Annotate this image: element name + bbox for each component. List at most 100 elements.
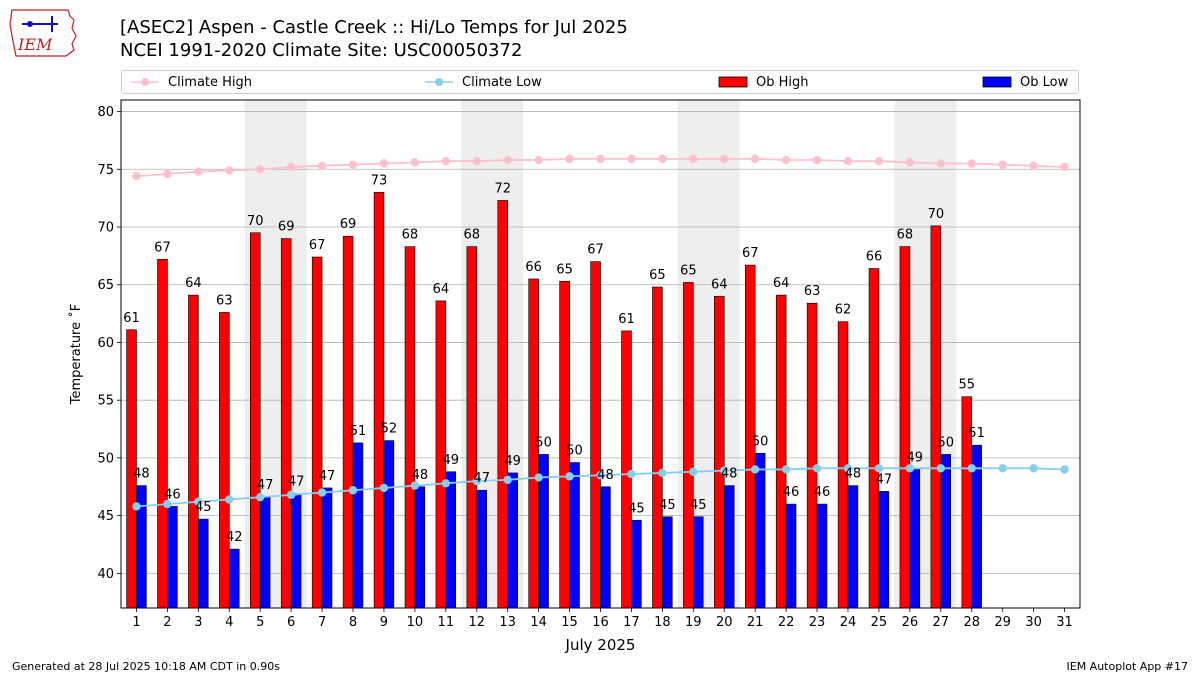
x-tick-label: 25 — [871, 615, 888, 630]
x-tick-label: 22 — [778, 615, 795, 630]
climate-high-point — [998, 160, 1007, 169]
data-label-ob-high: 67 — [154, 240, 171, 255]
legend: Climate High Climate Low Ob High Ob Low — [121, 70, 1079, 94]
data-label-ob-high: 64 — [711, 277, 728, 292]
climate-high-point — [286, 162, 296, 172]
bar-ob-low — [198, 518, 209, 609]
climate-high-point — [843, 156, 853, 166]
data-label-ob-low: 46 — [814, 485, 831, 500]
bar-ob-low — [228, 548, 240, 609]
x-tick-label: 18 — [654, 615, 671, 630]
bar-ob-low — [723, 485, 735, 609]
climate-low-point — [967, 464, 976, 473]
climate-high-point — [750, 154, 760, 164]
climate-high-point — [132, 172, 141, 181]
climate-high-point — [936, 159, 945, 168]
bar-ob-high — [404, 246, 416, 609]
bar-ob-high — [342, 235, 354, 609]
x-tick-label: 5 — [256, 615, 264, 630]
bar-ob-high — [311, 256, 323, 609]
bar-ob-low — [754, 452, 766, 609]
climate-low-point — [1060, 465, 1069, 474]
legend-item-climate-low: Climate Low — [424, 71, 542, 93]
data-label-ob-low: 45 — [659, 498, 676, 513]
climate-high-point — [596, 154, 605, 164]
climate-low-point — [348, 486, 358, 495]
climate-low-point — [596, 471, 605, 480]
data-label-ob-low: 45 — [628, 501, 645, 516]
climate-low-point — [998, 464, 1007, 473]
climate-low-point — [163, 499, 172, 509]
x-tick-label: 30 — [1025, 615, 1042, 630]
climate-low-point — [225, 495, 234, 504]
bar-ob-high — [188, 294, 199, 609]
x-tick-label: 13 — [499, 615, 516, 630]
bar-ob-high — [497, 200, 508, 609]
bar-ob-high — [466, 246, 478, 609]
x-tick-label: 10 — [407, 615, 424, 630]
data-label-ob-high: 64 — [773, 276, 790, 291]
x-tick-label: 15 — [561, 615, 578, 630]
climate-high-point — [1060, 162, 1069, 172]
data-label-ob-high: 62 — [835, 303, 852, 318]
bar-ob-low — [167, 506, 178, 609]
legend-label: Climate Low — [462, 74, 542, 90]
bar-ob-low — [940, 454, 951, 609]
data-label-ob-low: 45 — [195, 500, 212, 515]
chart-title: [ASEC2] Aspen - Castle Creek :: Hi/Lo Te… — [120, 17, 628, 38]
data-label-ob-low: 45 — [690, 498, 707, 513]
data-label-ob-low: 49 — [504, 454, 521, 469]
climate-high-point — [781, 155, 791, 165]
climate-low-point — [565, 472, 574, 481]
iem-logo: IEM — [9, 9, 77, 57]
bar-ob-high — [806, 302, 818, 609]
x-tick-label: 14 — [530, 615, 547, 630]
data-label-ob-low: 47 — [473, 471, 490, 486]
data-label-ob-low: 49 — [442, 453, 459, 468]
legend-item-ob-high: Ob High — [718, 71, 809, 93]
climate-low-point — [194, 497, 203, 506]
data-label-ob-high: 68 — [402, 228, 419, 243]
footer-app-id: IEM Autoplot App #17 — [1066, 660, 1189, 673]
climate-high-point — [503, 155, 512, 165]
bar-ob-low — [507, 472, 518, 609]
climate-high-point — [317, 161, 327, 171]
x-tick-label: 31 — [1056, 615, 1073, 630]
y-tick-label: 40 — [97, 567, 114, 582]
bar-ob-low — [259, 496, 271, 609]
climate-high-point — [441, 156, 451, 166]
climate-low-point — [627, 469, 636, 479]
bar-ob-low — [414, 486, 426, 609]
climate-high-point — [410, 158, 420, 167]
data-label-ob-high: 64 — [185, 276, 202, 291]
x-axis-label: July 2025 — [565, 636, 636, 654]
data-label-ob-low: 51 — [968, 426, 985, 441]
climate-low-point — [503, 475, 512, 485]
climate-low-point — [441, 479, 451, 488]
x-tick-label: 6 — [287, 615, 295, 630]
climate-high-point — [472, 156, 481, 166]
plot-frame — [120, 99, 1081, 609]
bar-ob-low — [569, 462, 580, 609]
data-label-ob-high: 63 — [804, 284, 821, 299]
climate-high-point — [256, 165, 265, 174]
climate-low-point — [256, 492, 265, 502]
legend-label: Climate High — [168, 74, 253, 90]
bar-ob-low — [600, 486, 611, 609]
climate-high-point — [658, 154, 667, 164]
bar-ob-high — [157, 259, 168, 609]
climate-high-point — [967, 159, 976, 168]
x-tick-label: 9 — [380, 615, 388, 630]
x-tick-label: 7 — [318, 615, 326, 630]
data-label-ob-low: 47 — [319, 469, 336, 484]
data-label-ob-low: 49 — [907, 450, 924, 465]
data-label-ob-high: 63 — [216, 293, 233, 308]
climate-high-point — [812, 155, 822, 165]
climate-high-point — [874, 156, 884, 166]
svg-text:IEM: IEM — [17, 35, 53, 54]
climate-low-point — [812, 464, 822, 473]
bar-ob-low — [878, 491, 890, 609]
data-label-ob-low: 47 — [876, 472, 893, 487]
bar-ob-high — [868, 268, 880, 609]
